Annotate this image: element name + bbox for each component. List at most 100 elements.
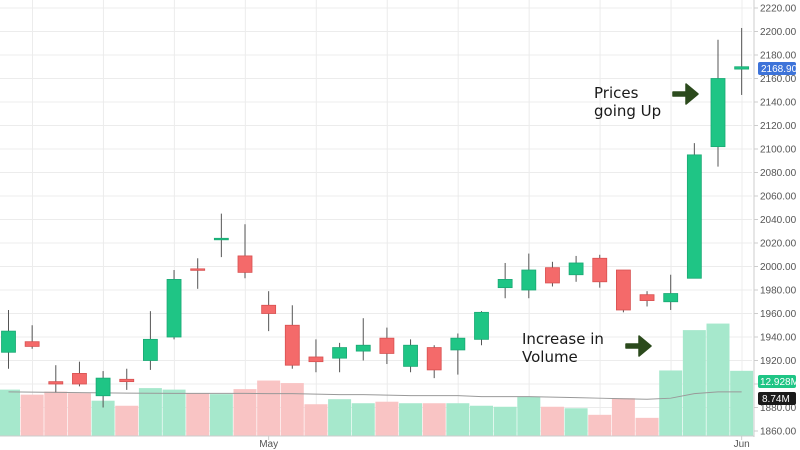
y-tick-label: 2000.00: [760, 262, 797, 273]
candle-body: [474, 311, 489, 340]
annotation-prices-going-up: Prices going Up: [594, 83, 699, 120]
volume-bar: [470, 405, 493, 436]
candle-body: [261, 304, 277, 314]
y-tick-label: 1960.00: [760, 309, 797, 320]
candle-body: [616, 269, 631, 311]
candles: [1, 27, 750, 408]
volume-moving-average-line: [8, 391, 742, 400]
candle-body: [355, 344, 371, 352]
candle-body: [24, 341, 40, 347]
volume-bars: [0, 323, 754, 436]
candle-body: [142, 338, 158, 361]
y-tick-label: 2060.00: [760, 192, 797, 203]
volume-bar: [540, 406, 564, 436]
volume-bar: [611, 398, 635, 436]
volume-bar: [351, 403, 375, 436]
candle-body: [379, 337, 395, 354]
x-tick-label: May: [259, 439, 278, 450]
y-tick-label: 1940.00: [760, 333, 797, 344]
y-tick-label: 1880.00: [760, 403, 797, 414]
volume-bar: [564, 408, 588, 436]
volume-bar: [20, 394, 44, 436]
volume-bar: [517, 396, 541, 436]
y-tick-label: 1860.00: [760, 427, 797, 438]
volume-bar: [588, 414, 612, 436]
candle-body: [710, 78, 726, 148]
candle-body: [497, 279, 513, 289]
candle-body: [166, 279, 182, 338]
last-price-label: 2168.90: [761, 64, 798, 75]
y-tick-label: 2040.00: [760, 215, 797, 226]
candle-body: [308, 356, 324, 363]
volume-bar: [375, 401, 399, 436]
candle-body: [284, 324, 300, 366]
volume-bar: [635, 417, 659, 436]
volume-bar: [91, 400, 115, 436]
candle-body: [545, 267, 560, 284]
annotation-prices-line-1: Prices: [594, 84, 639, 102]
candle-body: [734, 66, 750, 70]
volume-bar: [422, 403, 446, 436]
candle-body: [403, 344, 418, 367]
grid: [0, 0, 752, 435]
candle-body: [95, 377, 111, 397]
candle-body: [332, 347, 348, 359]
x-axis: May Jun: [0, 435, 754, 450]
volume-last-tag: 12.928M: [758, 375, 799, 388]
y-tick-label: 2160.00: [760, 74, 797, 85]
volume-bar: [67, 393, 91, 436]
y-tick-label: 2200.00: [760, 27, 797, 38]
volume-bar: [138, 388, 162, 436]
volume-bar: [186, 393, 210, 436]
volume-bar: [162, 389, 186, 436]
y-axis: 1860.001880.001900.001920.001940.001960.…: [753, 0, 797, 438]
volume-bar: [730, 370, 754, 436]
candle-body: [592, 257, 608, 283]
y-tick-label: 1980.00: [760, 286, 797, 297]
last-price-tag: 2168.90: [758, 62, 798, 75]
y-tick-label: 2080.00: [760, 168, 797, 179]
candle-body: [72, 373, 87, 385]
volume-bar: [682, 330, 706, 436]
x-tick-label: Jun: [734, 439, 750, 450]
y-tick-label: 2120.00: [760, 121, 797, 132]
y-tick-label: 2180.00: [760, 51, 797, 62]
volume-bar: [0, 389, 20, 436]
candle-body: [48, 381, 64, 385]
candle-body: [426, 347, 442, 371]
candle-body: [686, 154, 702, 279]
volume-bar: [659, 370, 683, 436]
y-tick-label: 2140.00: [760, 98, 797, 109]
candle-body: [450, 337, 466, 351]
volume-bar: [493, 406, 517, 436]
volume-bar: [233, 389, 257, 436]
volume-ma-label: 8.74M: [762, 394, 790, 405]
annotation-increase-in-volume: Increase in Volume: [522, 330, 652, 366]
candle-body: [663, 293, 679, 303]
candle-body: [1, 330, 16, 353]
candle-body: [213, 237, 229, 241]
volume-bar: [115, 405, 139, 436]
volume-bar: [44, 391, 68, 436]
volume-bar: [399, 403, 423, 436]
volume-bar: [257, 380, 281, 436]
volume-last-label: 12.928M: [760, 377, 799, 388]
candle-body: [237, 255, 253, 273]
y-tick-label: 1920.00: [760, 356, 797, 367]
annotation-prices-line-2: going Up: [594, 102, 661, 120]
annotation-volume-line-1: Increase in: [522, 330, 604, 348]
candle-body: [119, 378, 135, 383]
candle-body: [568, 262, 584, 276]
volume-bar: [446, 403, 470, 436]
y-tick-label: 2220.00: [760, 4, 797, 15]
volume-bar: [304, 404, 328, 436]
volume-bar: [706, 323, 730, 436]
candle-body: [639, 294, 655, 301]
volume-bar: [280, 383, 304, 436]
candle-body: [521, 269, 537, 291]
candle-body: [190, 268, 206, 271]
volume-ma-tag: 8.74M: [758, 392, 796, 405]
arrow-right-icon: [672, 83, 699, 105]
volume-bar: [209, 394, 233, 436]
